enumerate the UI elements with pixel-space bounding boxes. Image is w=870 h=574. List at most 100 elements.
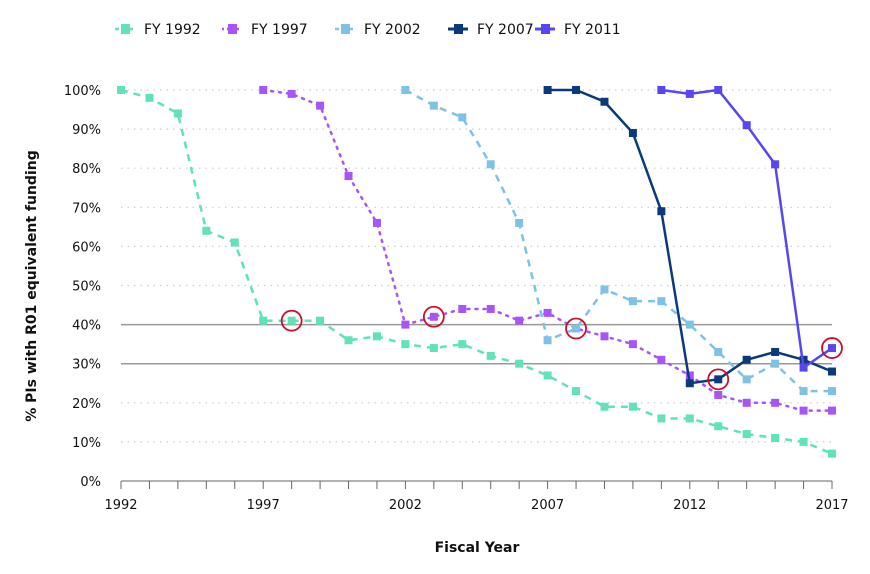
data-point: [372, 332, 381, 341]
data-point: [600, 285, 609, 294]
series-line: [547, 88, 833, 385]
data-point: [287, 316, 296, 325]
series-fy-2011: [657, 86, 836, 372]
data-point: [458, 113, 467, 122]
y-tick-label: 30%: [72, 358, 101, 373]
data-point: [714, 390, 723, 399]
highlight-circle: [280, 309, 303, 332]
legend-swatch-marker: [341, 24, 350, 34]
data-point: [486, 304, 495, 313]
legend-label: FY 1992: [144, 22, 201, 38]
data-point: [628, 129, 637, 138]
data-point: [202, 226, 211, 235]
legend-swatch-marker: [541, 24, 550, 34]
data-point: [173, 109, 182, 118]
data-point: [230, 238, 239, 247]
data-point: [572, 86, 581, 94]
legend-label: FY 1997: [251, 22, 308, 38]
series-layer: [117, 86, 836, 458]
data-point: [714, 86, 723, 94]
series-fy-1997: [259, 86, 836, 415]
data-point: [714, 375, 723, 384]
data-point: [657, 207, 666, 216]
data-point: [799, 437, 808, 446]
data-point: [259, 86, 268, 94]
axes: 0% 10% 20% 30% 40% 50% 60% 70% 80% 90% 100% 1992 199…: [64, 84, 849, 513]
data-point: [401, 320, 410, 329]
x-tick-label: 2017: [815, 498, 848, 513]
series-line: [120, 88, 833, 455]
data-point: [828, 344, 836, 353]
series-line: [261, 88, 834, 412]
data-point: [372, 218, 381, 227]
x-tick-label: 1992: [104, 498, 137, 513]
data-point: [486, 351, 495, 360]
data-point: [685, 89, 694, 98]
data-point: [515, 316, 524, 325]
legend-swatch-marker: [228, 24, 237, 34]
data-point: [742, 430, 751, 439]
x-axis-label: Fiscal Year: [435, 540, 520, 556]
data-point: [771, 359, 780, 368]
data-point: [828, 406, 836, 415]
data-point: [145, 93, 154, 102]
gridlines: [121, 89, 832, 443]
data-point: [771, 398, 780, 407]
data-point: [287, 89, 296, 98]
legend-item: FY 1992: [115, 22, 201, 38]
highlight-circle: [422, 305, 445, 328]
data-point: [486, 160, 495, 169]
data-point: [600, 402, 609, 411]
data-point: [572, 324, 581, 333]
y-tick-label: 50%: [72, 280, 101, 295]
data-point: [828, 367, 836, 376]
data-point: [685, 371, 694, 380]
data-point: [742, 121, 751, 130]
data-point: [117, 86, 125, 94]
data-point: [600, 97, 609, 106]
data-point: [771, 433, 780, 442]
x-tick-label: 2012: [673, 498, 706, 513]
y-axis-label: % PIs with R01 equivalent funding: [24, 150, 40, 422]
data-point: [543, 308, 552, 317]
data-point: [401, 86, 410, 94]
data-point: [458, 304, 467, 313]
highlight-circle: [565, 317, 587, 340]
data-point: [316, 316, 325, 325]
y-tick-label: 0%: [80, 475, 101, 490]
data-point: [828, 387, 836, 396]
data-point: [572, 387, 581, 396]
data-point: [771, 160, 780, 169]
data-point: [543, 371, 552, 380]
y-tick-label: 80%: [72, 162, 101, 177]
data-point: [344, 336, 353, 345]
highlight-circles: [280, 305, 843, 391]
x-tick-label: 1997: [247, 498, 280, 513]
data-point: [742, 375, 751, 384]
legend-label: FY 2002: [364, 22, 421, 38]
data-point: [799, 387, 808, 396]
series-line: [404, 88, 832, 393]
data-point: [628, 297, 637, 306]
legend-label: FY 2007: [477, 22, 534, 38]
data-point: [458, 340, 467, 349]
y-tick-label: 20%: [72, 397, 101, 412]
x-tick-label: 2007: [531, 498, 564, 513]
data-point: [543, 336, 552, 345]
data-point: [657, 86, 666, 94]
data-point: [429, 101, 438, 110]
data-point: [515, 218, 524, 227]
data-point: [657, 414, 666, 423]
data-point: [401, 340, 410, 349]
data-point: [742, 398, 751, 407]
data-point: [714, 347, 723, 356]
legend-label: FY 2011: [564, 22, 621, 38]
data-point: [685, 414, 694, 423]
data-point: [515, 359, 524, 368]
highlight-circle: [821, 337, 843, 359]
legend-item: FY 2011: [535, 22, 621, 38]
y-tick-label: 100%: [64, 84, 101, 99]
data-point: [344, 172, 353, 181]
data-point: [429, 312, 438, 321]
